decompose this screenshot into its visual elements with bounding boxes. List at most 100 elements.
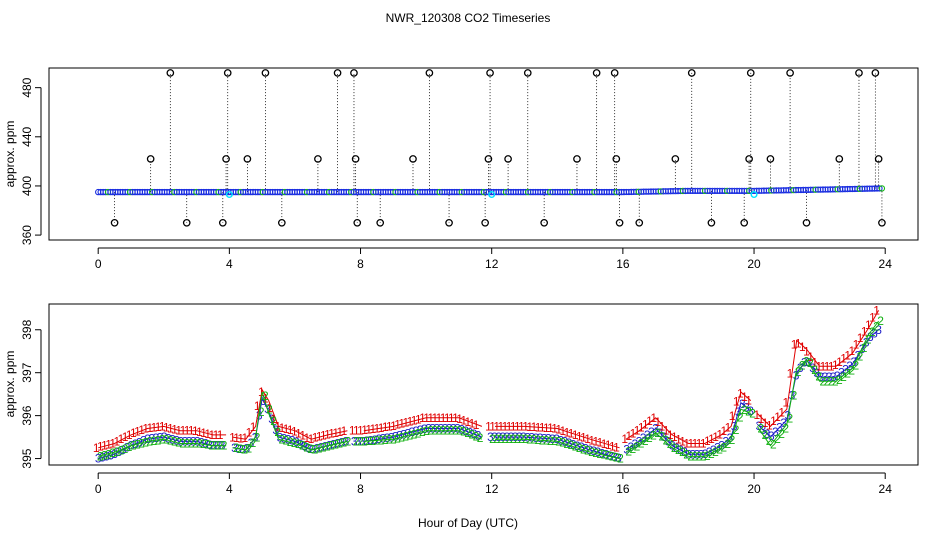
x-tick-label: 4 [226,257,233,271]
series-marker-2: 2 [151,434,158,448]
series-marker-3: 3 [574,439,581,453]
series-marker-1: 1 [758,412,765,426]
series-marker-2: 2 [126,440,133,454]
spike-marker [855,69,863,77]
series-marker-1: 1 [733,394,740,408]
series-marker-3: 3 [520,430,527,444]
series-marker-2: 2 [667,437,674,451]
series-marker-2: 2 [630,442,637,456]
series-marker-1: 1 [782,395,789,409]
series-marker-1: 1 [844,348,851,362]
series-marker-3: 3 [570,437,577,451]
series-marker-2: 2 [109,446,116,460]
highlight-point [488,191,496,199]
series-marker-3: 3 [768,429,775,443]
series-marker-3: 3 [351,434,358,448]
series-marker-2: 2 [345,435,352,449]
series-marker-3: 3 [561,435,568,449]
series-marker-1: 1 [142,421,149,435]
spike-marker [218,218,227,227]
series-marker-1: 1 [572,428,579,442]
series-marker-1: 1 [163,421,170,435]
series-marker-1: 1 [229,430,236,444]
series-marker-1: 1 [324,428,331,442]
series-marker-2: 2 [258,405,265,419]
series-marker-3: 3 [595,445,602,459]
series-marker-3: 3 [429,422,436,436]
series-marker-1: 1 [593,435,600,449]
spike-marker [223,69,232,77]
spike-marker [376,218,385,227]
series-marker-1: 1 [155,420,162,434]
series-marker-2: 2 [857,350,864,364]
series-marker-2: 2 [551,434,558,448]
series-marker-3: 3 [718,438,725,452]
series-marker-2: 2 [357,434,364,448]
series-marker-1: 1 [551,421,558,435]
series-marker-1: 1 [370,422,377,436]
series-line-2 [625,408,751,457]
series-marker-2: 2 [625,445,632,459]
series-marker-2: 2 [448,424,455,438]
series-marker-2: 2 [283,434,290,448]
series-marker-1: 1 [353,424,360,438]
series-marker-1: 1 [638,421,645,435]
series-marker-3: 3 [706,445,713,459]
series-marker-3: 3 [301,439,308,453]
series-marker-2: 2 [700,449,707,463]
series-marker-3: 3 [776,421,783,435]
series-marker-1: 1 [634,424,641,438]
series-marker-3: 3 [442,422,449,436]
series-marker-1: 1 [646,414,653,428]
series-marker-1: 1 [130,426,137,440]
series-marker-2: 2 [241,442,248,456]
spike-marker [425,69,434,77]
series-marker-2: 2 [97,449,104,463]
series-marker-2: 2 [778,427,785,441]
series-marker-1: 1 [171,423,178,437]
panel-bottom-frame [48,303,919,466]
series-marker-2: 2 [468,428,475,442]
series-marker-1: 1 [308,432,315,446]
series-marker-2: 2 [506,432,513,446]
series-marker-3: 3 [648,425,655,439]
series-marker-2: 2 [576,441,583,455]
series-marker-3: 3 [161,430,168,444]
series-marker-2: 2 [254,431,261,445]
x-tick-label: 8 [357,482,364,496]
series-line-2 [756,320,879,447]
panel-bottom-ylabel: approx. ppm [3,351,17,418]
spike-marker [445,218,453,227]
x-tick-label: 12 [485,257,499,271]
spike-marker [871,69,880,77]
series-marker-2: 2 [811,363,818,377]
series-marker-1: 1 [328,427,335,441]
series-marker-3: 3 [136,435,143,449]
series-marker-1: 1 [299,429,306,443]
series-marker-2: 2 [671,441,678,455]
series-marker-2: 2 [155,433,162,447]
series-marker-2: 2 [328,438,335,452]
baseline-point [876,185,883,192]
spike-marker [740,218,749,227]
series-marker-1: 1 [502,419,509,433]
spike-marker [746,69,755,77]
series-marker-3: 3 [780,416,787,430]
series-marker-3: 3 [867,330,874,344]
series-marker-1: 1 [394,418,401,432]
series-marker-3: 3 [636,434,643,448]
series-marker-1: 1 [101,439,108,453]
series-marker-3: 3 [846,359,853,373]
series-marker-3: 3 [553,432,560,446]
series-marker-3: 3 [698,447,705,461]
series-marker-3: 3 [582,441,589,455]
series-line-1 [495,425,620,449]
series-marker-2: 2 [861,341,868,355]
series-marker-1: 1 [510,419,517,433]
series-marker-3: 3 [677,443,684,457]
series-marker-3: 3 [99,450,106,464]
series-marker-1: 1 [493,419,500,433]
series-marker-3: 3 [830,370,837,384]
series-marker-1: 1 [861,325,868,339]
